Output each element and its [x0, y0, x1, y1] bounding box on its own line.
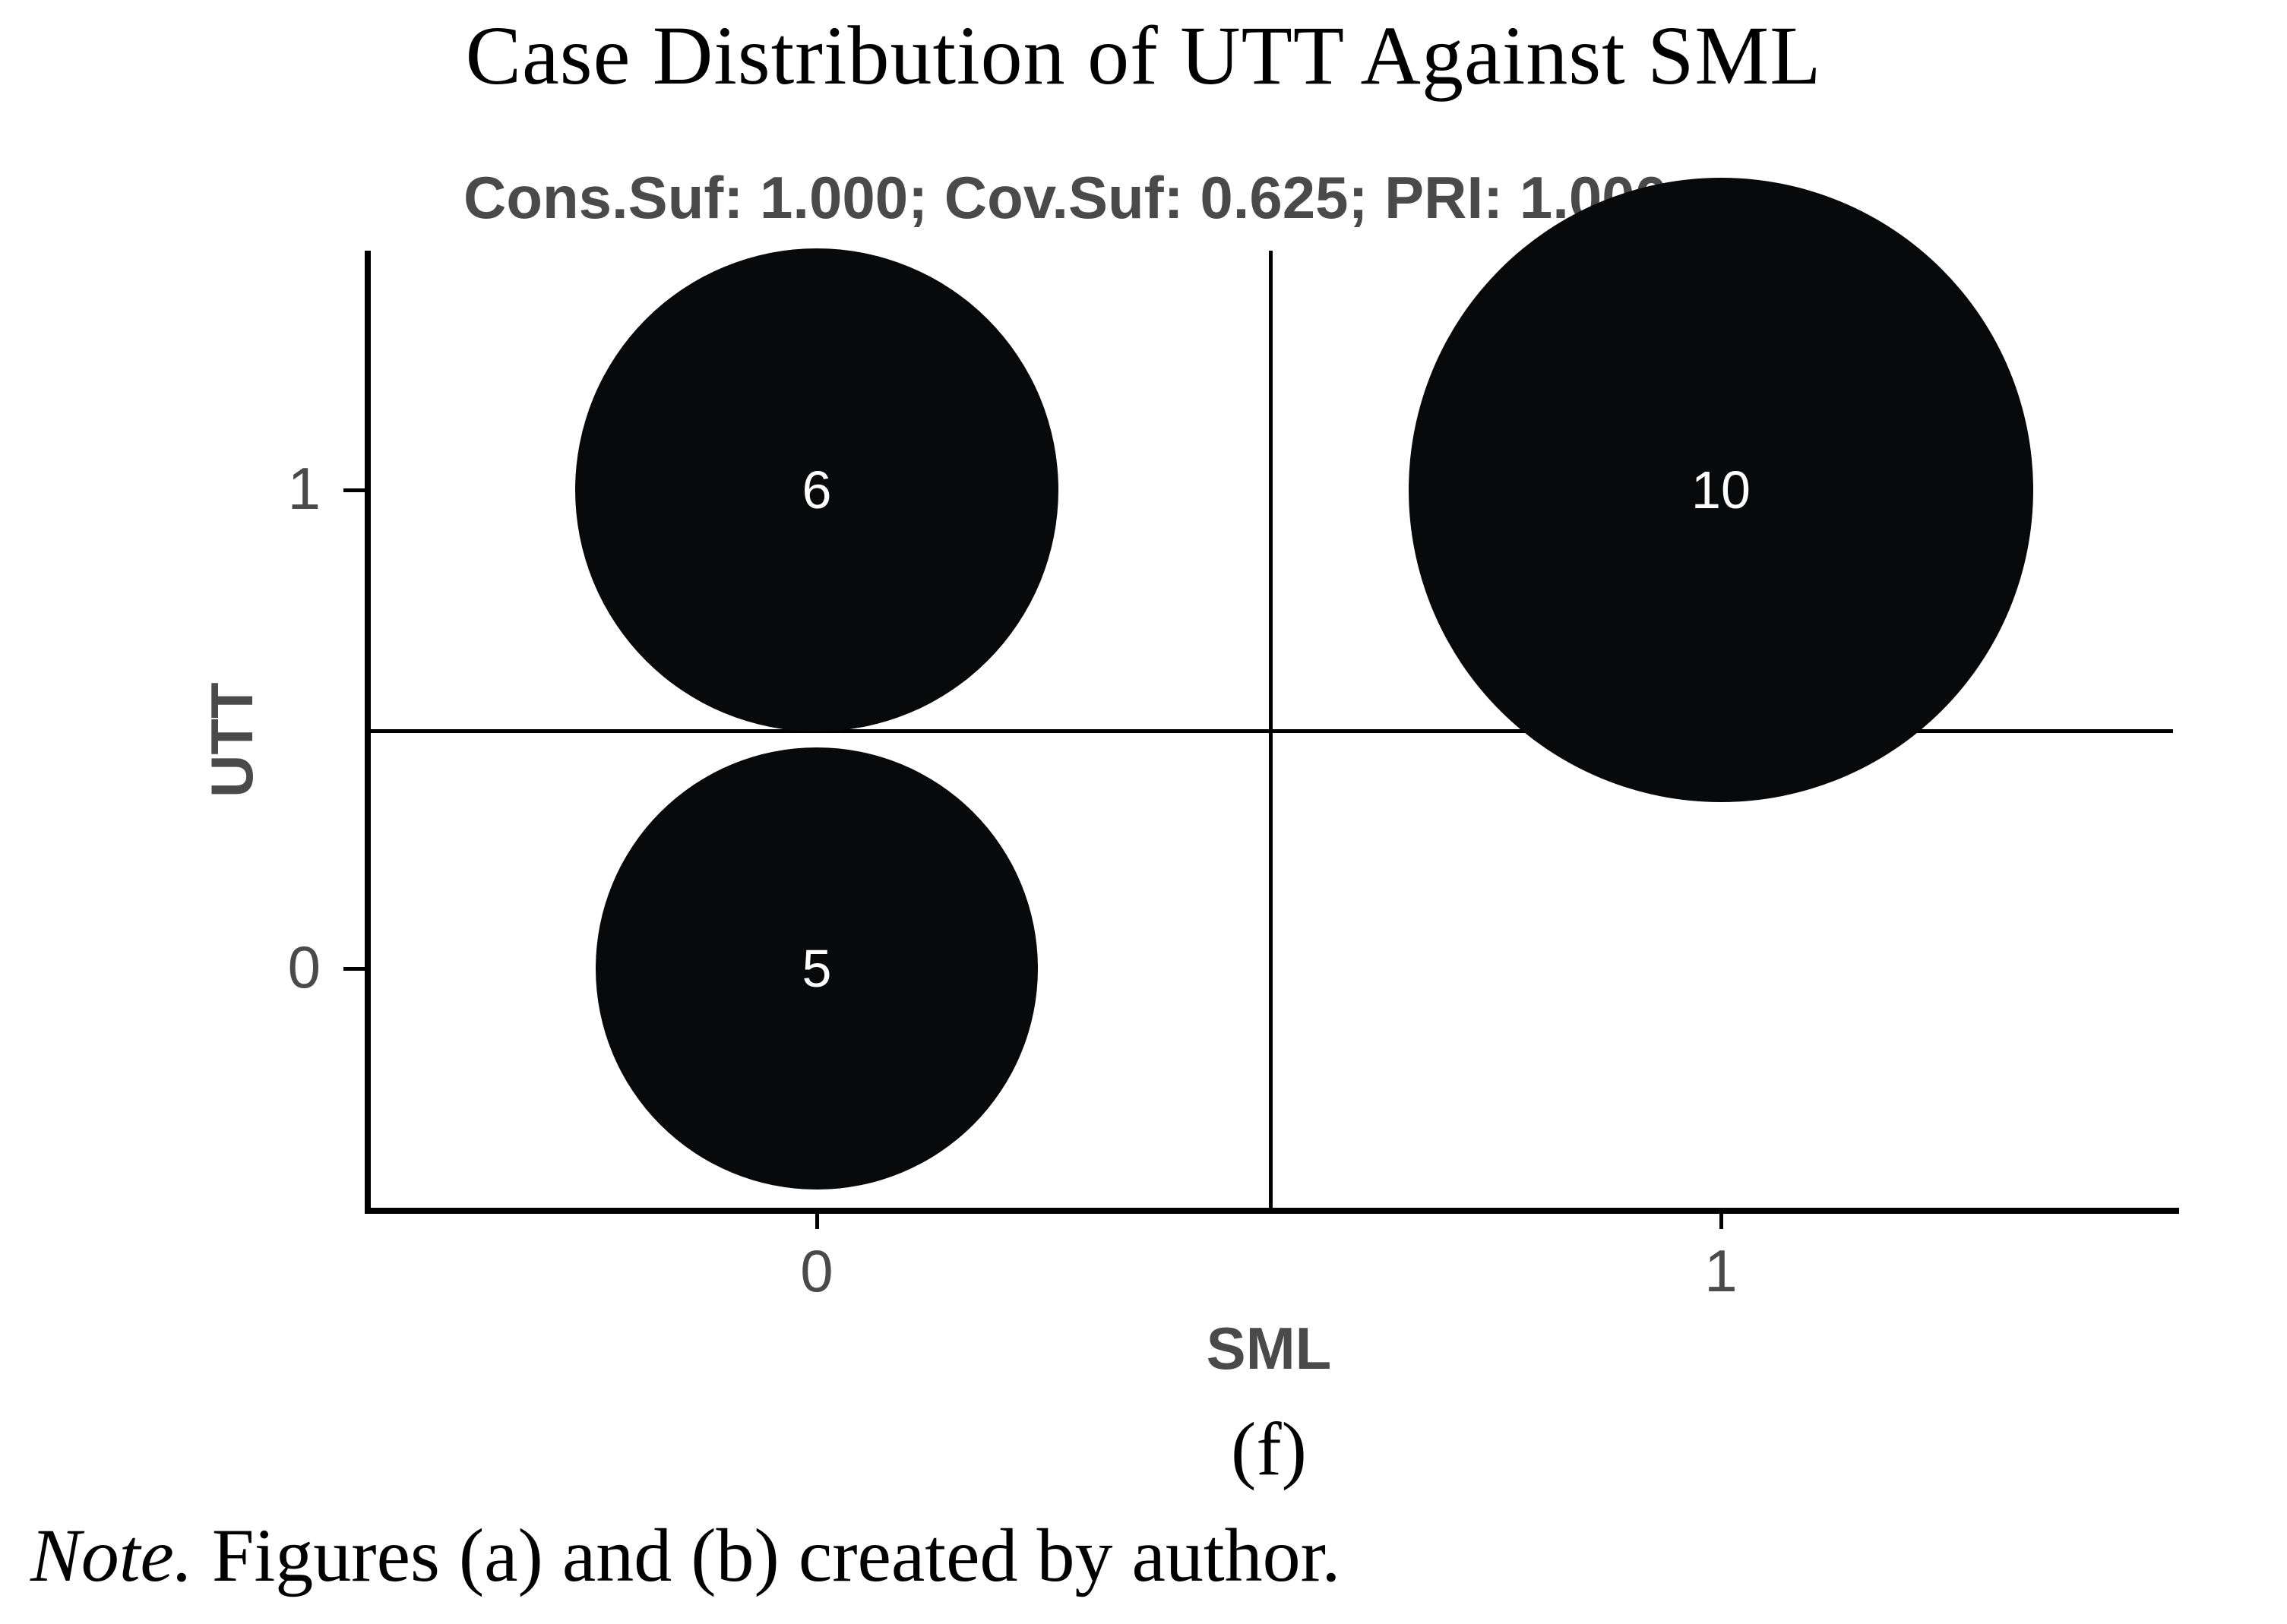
chart-title: Case Distribution of UTT Against SML	[0, 8, 2287, 104]
y-axis-label: UTT	[198, 682, 267, 798]
bubble-label: 6	[802, 460, 832, 520]
bubble: 5	[596, 747, 1037, 1189]
y-tick	[343, 488, 365, 492]
x-axis-line	[365, 1208, 2179, 1214]
note-body: Figures (a) and (b) created by author.	[193, 1513, 1341, 1597]
note-prefix: Note.	[30, 1513, 193, 1597]
panel-label: (f)	[1208, 1405, 1330, 1493]
bubble-label: 5	[802, 938, 832, 999]
chart-subtitle: Cons.Suf: 1.000; Cov.Suf: 0.625; PRI: 1.…	[463, 163, 1668, 232]
x-axis-label: SML	[1178, 1314, 1360, 1383]
page-root: Case Distribution of UTT Against SML Con…	[0, 0, 2287, 1624]
x-tick-label: 1	[1675, 1237, 1767, 1306]
figure-note: Note. Figures (a) and (b) created by aut…	[30, 1512, 1340, 1599]
y-tick	[343, 967, 365, 971]
y-tick-label: 0	[229, 933, 321, 1002]
bubble-label: 10	[1691, 460, 1751, 520]
y-tick-label: 1	[229, 454, 321, 523]
bubble: 10	[1409, 178, 2033, 802]
plot-area: 6 10 5	[365, 251, 2173, 1208]
bubble: 6	[575, 248, 1059, 732]
x-tick-label: 0	[771, 1237, 862, 1306]
x-tick	[1719, 1208, 1723, 1229]
x-tick	[815, 1208, 819, 1229]
